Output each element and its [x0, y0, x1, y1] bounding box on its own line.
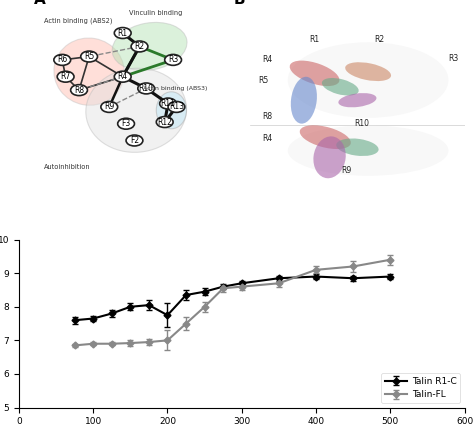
Text: F2: F2: [130, 136, 139, 145]
Text: Actin binding (ABS2): Actin binding (ABS2): [44, 18, 112, 24]
Ellipse shape: [164, 54, 182, 65]
Text: R9: R9: [104, 103, 114, 112]
Text: R8: R8: [74, 86, 84, 95]
Ellipse shape: [131, 41, 148, 52]
Ellipse shape: [112, 22, 187, 70]
Text: R9: R9: [342, 166, 352, 175]
Ellipse shape: [338, 93, 376, 107]
Text: R4: R4: [118, 72, 128, 81]
Ellipse shape: [160, 98, 176, 109]
Ellipse shape: [156, 117, 173, 127]
Ellipse shape: [156, 92, 187, 129]
Ellipse shape: [57, 71, 74, 82]
Ellipse shape: [168, 102, 185, 112]
Text: R6: R6: [57, 55, 67, 64]
Ellipse shape: [336, 139, 379, 156]
Ellipse shape: [81, 51, 98, 62]
Text: Autoinhibition: Autoinhibition: [44, 164, 91, 170]
Text: R13: R13: [169, 103, 184, 112]
Text: R2: R2: [374, 35, 384, 44]
Ellipse shape: [313, 136, 346, 178]
Ellipse shape: [101, 102, 118, 112]
Text: B: B: [233, 0, 245, 7]
Text: R3: R3: [168, 55, 178, 64]
Text: F3: F3: [121, 119, 131, 128]
Text: R4: R4: [262, 55, 273, 64]
Text: R2: R2: [135, 42, 145, 51]
Text: A: A: [34, 0, 46, 7]
Ellipse shape: [86, 68, 186, 152]
Ellipse shape: [300, 125, 351, 149]
Ellipse shape: [118, 118, 135, 129]
Ellipse shape: [114, 27, 131, 39]
Ellipse shape: [54, 54, 71, 65]
Ellipse shape: [291, 77, 317, 124]
Ellipse shape: [71, 85, 87, 96]
Ellipse shape: [322, 78, 359, 96]
Text: R5: R5: [258, 76, 268, 85]
Text: R7: R7: [61, 72, 71, 81]
Text: R10: R10: [354, 119, 369, 128]
Ellipse shape: [114, 71, 131, 82]
Text: R1: R1: [118, 28, 128, 37]
Legend: Talin R1-C, Talin-FL: Talin R1-C, Talin-FL: [381, 373, 460, 403]
Text: R8: R8: [263, 112, 273, 121]
Text: R12: R12: [157, 118, 172, 127]
Text: R1: R1: [310, 35, 319, 44]
Text: R4: R4: [262, 134, 273, 143]
Text: R5: R5: [84, 52, 94, 61]
Ellipse shape: [288, 42, 448, 118]
Text: R11: R11: [161, 99, 175, 108]
Text: Actin binding (ABS3): Actin binding (ABS3): [143, 86, 207, 91]
Ellipse shape: [345, 62, 391, 81]
Ellipse shape: [138, 83, 155, 94]
Ellipse shape: [126, 135, 143, 146]
Text: R10: R10: [139, 84, 154, 93]
Text: R3: R3: [449, 54, 459, 63]
Ellipse shape: [288, 125, 448, 176]
Ellipse shape: [290, 60, 339, 86]
Ellipse shape: [54, 38, 124, 105]
Text: Vinculin binding: Vinculin binding: [129, 9, 183, 15]
